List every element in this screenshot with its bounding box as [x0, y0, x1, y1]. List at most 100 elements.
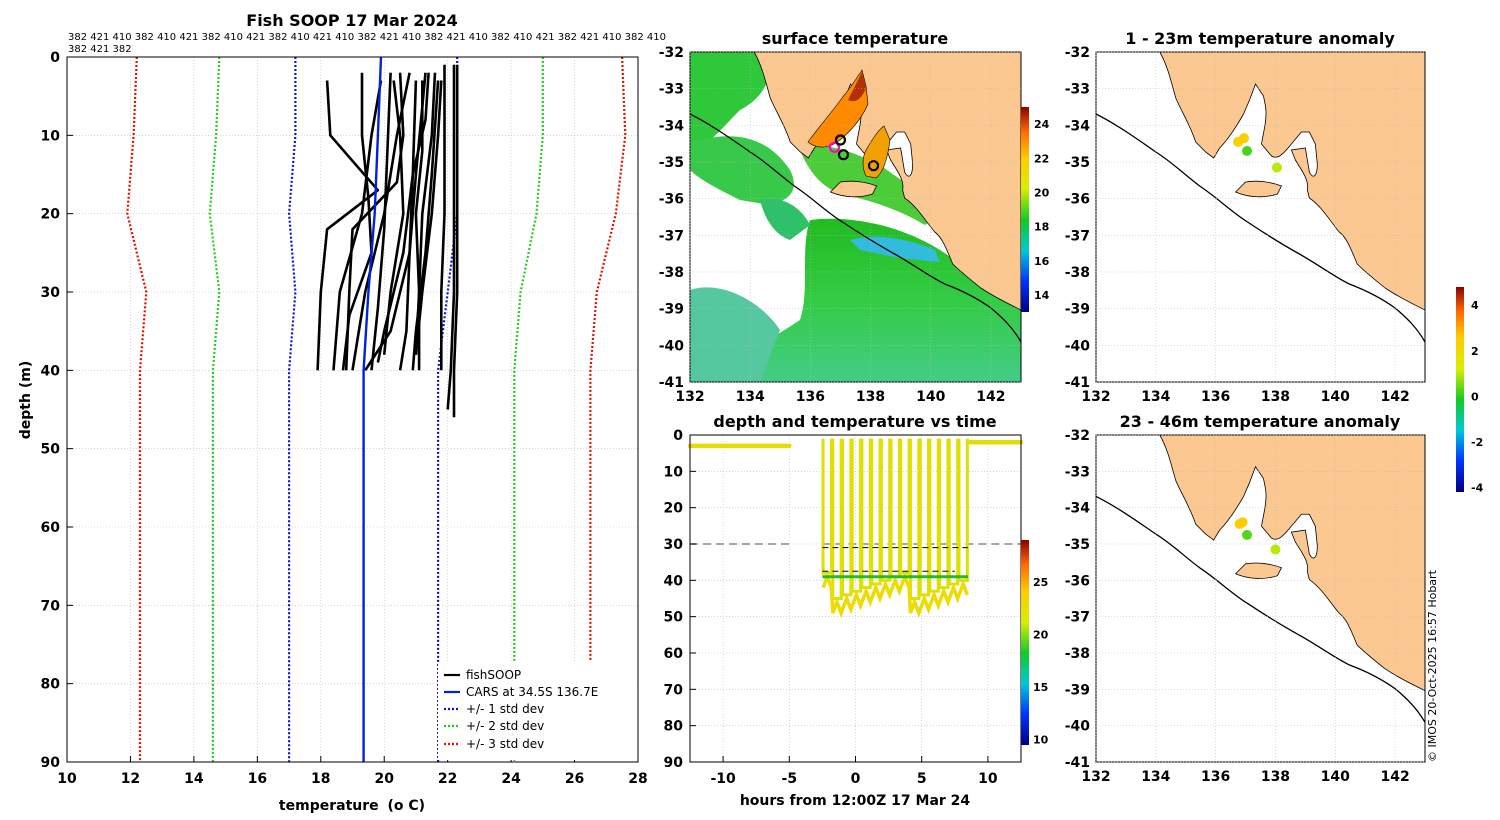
map-ytick-label: -40: [1065, 338, 1091, 354]
time-ytick-label: 60: [664, 646, 684, 662]
time-ytick-label: 30: [664, 537, 684, 553]
profile-xtick-label: 16: [248, 771, 267, 787]
time-xtick-label: 0: [851, 771, 861, 787]
map-xtick-label: 136: [1201, 769, 1230, 785]
time-ytick-label: 90: [664, 755, 684, 771]
anom2-title: 23 - 46m temperature anomaly: [1120, 412, 1401, 431]
time-dive-trace: [879, 438, 892, 582]
anomaly-colorbar-label: 2: [1471, 345, 1479, 358]
profile-ytick-label: 40: [41, 363, 61, 379]
sst-patch-cool: [850, 236, 940, 262]
anom2-point: [1237, 517, 1248, 528]
map-xtick-label: 138: [856, 389, 885, 405]
map-xtick-label: 134: [1141, 389, 1170, 405]
profile-xtick-label: 26: [565, 771, 584, 787]
time-dive-trace: [850, 438, 863, 593]
profile-xtick-label: 20: [374, 771, 394, 787]
sst-patch-south: [720, 218, 1021, 382]
time-dive-trace: [821, 438, 833, 575]
profile-ytick-label: 80: [41, 677, 61, 693]
anomaly-colorbar-label: 4: [1471, 299, 1479, 312]
sst-colorbar-label: 20: [1034, 186, 1050, 199]
legend-label-cars: CARS at 34.5S 136.7E: [466, 685, 598, 699]
anomaly-colorbar-label: 0: [1471, 390, 1479, 403]
time-dive-trace: [860, 438, 872, 590]
legend-label-std3: +/- 3 std dev: [466, 737, 544, 751]
profile-std-lines: [126, 56, 627, 762]
sst-colorbar-label: 22: [1034, 152, 1049, 165]
profile-xtick-label: 14: [184, 771, 204, 787]
sst-station-marker: [837, 149, 850, 161]
time-ytick-label: 0: [673, 428, 683, 444]
anom1-points: [1233, 133, 1282, 173]
profile-fish-line: [316, 80, 380, 371]
map-ytick-label: -39: [659, 302, 684, 318]
sst-map-area: [690, 52, 1021, 382]
profile-xtick-label: 28: [628, 771, 647, 787]
map-ytick-label: -38: [1065, 646, 1090, 662]
profile-xtick-label: 22: [438, 771, 457, 787]
profile-fish-line: [414, 80, 424, 371]
time-ytick-label: 20: [664, 501, 684, 517]
profile-fish-line: [376, 72, 430, 363]
sst-station-marker: [867, 160, 880, 172]
profile-std-line: [513, 57, 544, 762]
map-ytick-label: -41: [1065, 755, 1090, 771]
sst-colorbar-label: 16: [1034, 255, 1050, 268]
map-ytick-label: -37: [659, 228, 684, 244]
time-title: depth and temperature vs time: [713, 412, 996, 431]
profile-fish-line: [351, 72, 411, 371]
map-ytick-label: -37: [1065, 228, 1090, 244]
profile-fish-line: [332, 80, 383, 371]
profile-fish-line: [382, 80, 405, 355]
map-xtick-label: 132: [1081, 769, 1110, 785]
time-ytick-label: 40: [664, 573, 684, 589]
profile-ytick-label: 90: [41, 755, 61, 771]
anom1-point: [1242, 146, 1253, 156]
sst-station-marker: [834, 134, 847, 146]
map-xtick-label: 134: [1141, 769, 1170, 785]
profile-xtick-label: 10: [57, 771, 77, 787]
profile-ytick-label: 70: [41, 598, 61, 614]
profile-xtick-label: 18: [311, 771, 330, 787]
map-ytick-label: -33: [659, 82, 684, 98]
map-ytick-label: -32: [659, 45, 684, 61]
map-ytick-label: -32: [1065, 428, 1090, 444]
map-ytick-label: -38: [659, 265, 684, 281]
map-ytick-label: -39: [1065, 682, 1090, 698]
map-ytick-label: -40: [659, 338, 685, 354]
time-panel: depth and temperature vs time -10 -5 0 5 10 0…: [664, 412, 1049, 809]
map-xtick-label: 142: [1380, 389, 1409, 405]
time-dive-trace: [899, 438, 911, 575]
map-ytick-label: -37: [1065, 610, 1090, 626]
anomaly-colorbar-label: -4: [1471, 481, 1484, 494]
profile-ytick-label: 10: [41, 128, 61, 144]
sst-colorbar: [1021, 107, 1029, 312]
profile-xtick-label: 24: [501, 771, 521, 787]
time-dive-trace: [889, 438, 901, 579]
map-xtick-label: 138: [1261, 769, 1290, 785]
profile-xtick-label: 12: [121, 771, 140, 787]
time-ytick-label: 80: [664, 719, 684, 735]
sst-stations: [828, 134, 880, 172]
profile-cars-line: [362, 56, 383, 762]
anom2-map-area: [1096, 435, 1425, 762]
profile-axes-box: [66, 56, 639, 763]
time-dive-trace: [938, 438, 950, 590]
sst-patch-shelf: [690, 136, 794, 205]
legend-box: [438, 662, 636, 760]
profile-std-line: [208, 56, 221, 762]
profile-cars-line: [362, 56, 383, 762]
time-xtick-label: 5: [917, 771, 927, 787]
time-dive-trace: [947, 438, 960, 586]
sst-patch-sw: [690, 287, 780, 382]
map-ytick-label: -33: [1065, 82, 1090, 98]
legend-label-fish: fishSOOP: [466, 668, 521, 682]
sst-ticks: 132 134 136 138 140 142 -32 -33 -34 -35 -36 -37 -38 -…: [659, 45, 1021, 405]
map-ytick-label: -40: [1065, 719, 1091, 735]
map-xtick-label: 140: [916, 389, 945, 405]
time-xlabel: hours from 12:00Z 17 Mar 24: [740, 793, 971, 809]
map-xtick-label: 140: [1321, 389, 1350, 405]
map-ytick-label: -36: [659, 192, 684, 208]
time-xtick-label: 10: [978, 771, 998, 787]
